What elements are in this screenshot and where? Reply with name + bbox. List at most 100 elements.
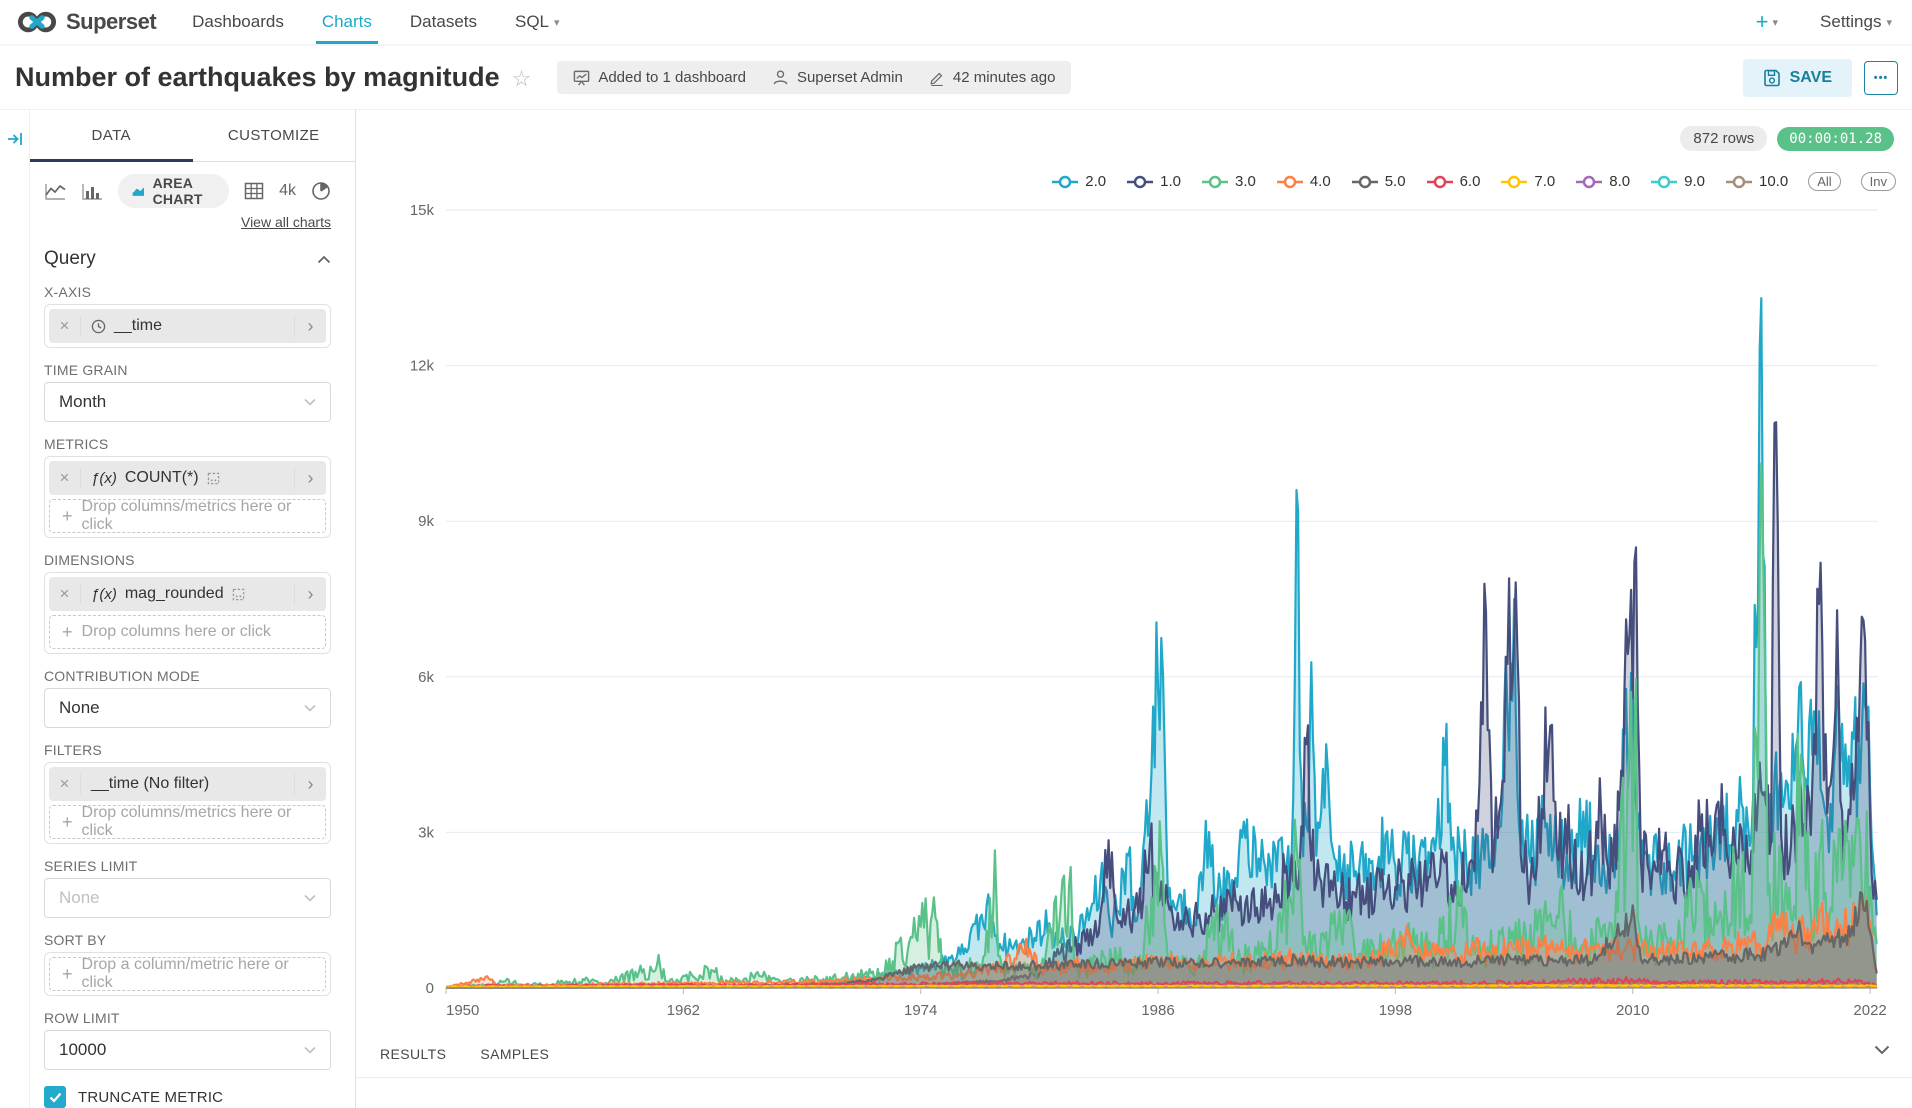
viz-4k-label[interactable]: 4k (279, 182, 296, 199)
filters-dropzone[interactable]: + Drop columns/metrics here or click (49, 804, 326, 839)
chevron-down-icon (304, 704, 316, 712)
table-icon[interactable] (244, 182, 264, 200)
metrics-dropzone[interactable]: + Drop columns/metrics here or click (49, 498, 326, 533)
remove-icon[interactable]: × (49, 584, 81, 604)
control-label: X-AXIS (44, 284, 92, 300)
legend-marker-icon (1276, 175, 1303, 188)
legend-item-6.0[interactable]: 6.0 (1426, 173, 1480, 190)
legend-marker-icon (1052, 175, 1079, 188)
new-item-button[interactable]: + ▾ (1755, 9, 1779, 34)
superset-logo[interactable]: Superset (16, 0, 157, 44)
contribution-mode-select[interactable]: None (44, 688, 331, 728)
superset-infinity-icon (17, 11, 57, 33)
chevron-right-icon[interactable]: › (294, 583, 326, 605)
remove-icon[interactable]: × (49, 316, 81, 336)
tab-results[interactable]: RESULTS (380, 1045, 447, 1062)
control-contribution-mode: CONTRIBUTION MODE None (44, 668, 331, 728)
query-timer-badge: 00:00:01.28 (1777, 126, 1894, 151)
control-panel-tabs: DATA CUSTOMIZE (30, 110, 355, 162)
legend-item-7.0[interactable]: 7.0 (1500, 173, 1555, 190)
selected-viz-area-chart[interactable]: AREA CHART (118, 174, 230, 208)
plus-icon: + (62, 963, 73, 984)
legend-item-3.0[interactable]: 3.0 (1201, 173, 1256, 190)
dimensions-dropzone[interactable]: + Drop columns here or click (49, 615, 326, 649)
favorite-star-icon[interactable]: ☆ (511, 65, 532, 91)
view-all-charts-link[interactable]: View all charts (240, 214, 331, 230)
dimension-pill[interactable]: × ƒ(x) mag_rounded › (49, 577, 326, 611)
truncate-metric-checkbox[interactable] (44, 1086, 66, 1108)
svg-text:3k: 3k (418, 824, 434, 841)
legend-marker-icon (1501, 175, 1528, 188)
nav-charts[interactable]: Charts (315, 0, 378, 44)
chevron-down-icon: ▾ (554, 16, 560, 29)
bar-chart-icon[interactable] (81, 182, 103, 201)
control-row-limit: ROW LIMIT 10000 (44, 1010, 331, 1070)
legend-item-9.0[interactable]: 9.0 (1650, 173, 1705, 190)
chevron-down-icon (304, 894, 316, 902)
tab-data[interactable]: DATA (30, 110, 193, 162)
area-chart-plot[interactable]: 0 3k 6k 9k 12k 15k 1950 1962 1974 1986 1998 2010 202… (356, 170, 1912, 1030)
chevron-down-icon (304, 398, 316, 406)
legend-item-8.0[interactable]: 8.0 (1575, 173, 1630, 190)
function-icon: ƒ(x) (91, 469, 117, 487)
line-chart-icon[interactable] (44, 182, 66, 201)
svg-text:1962: 1962 (667, 1002, 700, 1019)
adhoc-metric-icon (207, 472, 219, 484)
metric-pill[interactable]: × ƒ(x) COUNT(*) › (49, 461, 326, 495)
more-actions-button[interactable]: ••• (1864, 60, 1898, 95)
row-limit-select[interactable]: 10000 (44, 1030, 331, 1070)
pencil-icon (930, 72, 943, 86)
series-limit-select[interactable]: None (44, 878, 331, 918)
expand-panel-icon[interactable] (6, 130, 24, 148)
area-chart-icon (132, 187, 144, 196)
remove-icon[interactable]: × (49, 774, 81, 794)
control-label: ROW LIMIT (44, 1010, 120, 1026)
legend-item-1.0[interactable]: 1.0 (1126, 173, 1181, 190)
save-button[interactable]: SAVE (1742, 58, 1852, 97)
legend-item-2.0[interactable]: 2.0 (1051, 173, 1106, 190)
control-label: TIME GRAIN (44, 362, 128, 378)
page-title: Number of earthquakes by magnitude (15, 62, 500, 92)
legend-marker-icon (1726, 175, 1752, 188)
time-grain-select[interactable]: Month (44, 382, 331, 422)
filter-pill[interactable]: × __time (No filter) › (49, 767, 326, 801)
last-modified-badge[interactable]: 42 minutes ago (929, 69, 1055, 86)
pie-chart-icon[interactable] (311, 181, 331, 201)
adhoc-column-icon (232, 588, 244, 600)
legend-toggle-inv[interactable]: Inv (1860, 172, 1896, 191)
chevron-right-icon[interactable]: › (294, 467, 326, 489)
nav-datasets[interactable]: Datasets (409, 12, 477, 31)
truncate-metric-label: TRUNCATE METRIC (78, 1088, 224, 1106)
control-label: SERIES LIMIT (44, 858, 138, 874)
sort-by-dropzone[interactable]: + Drop a column/metric here or click (49, 956, 326, 991)
chevron-right-icon[interactable]: › (294, 773, 326, 795)
nav-dashboards[interactable]: Dashboards (192, 12, 284, 31)
legend-item-10.0[interactable]: 10.0 (1725, 173, 1788, 190)
legend-marker-icon (1576, 175, 1603, 188)
chevron-right-icon[interactable]: › (294, 315, 326, 337)
xaxis-field-pill[interactable]: × __time › (49, 309, 326, 343)
dashboards-added-badge[interactable]: Added to 1 dashboard (573, 69, 746, 86)
settings-menu[interactable]: Settings ▾ (1820, 12, 1892, 31)
collapse-results-icon[interactable] (1874, 1042, 1890, 1060)
legend-marker-icon (1351, 175, 1378, 188)
control-series-limit: SERIES LIMIT None (44, 858, 331, 918)
svg-text:1998: 1998 (1379, 1002, 1412, 1019)
svg-text:12k: 12k (410, 358, 435, 375)
ellipsis-icon: ••• (1873, 71, 1889, 84)
control-filters: FILTERS × __time (No filter) › + Drop co… (44, 742, 331, 844)
brand-name: Superset (66, 9, 157, 34)
tab-samples[interactable]: SAMPLES (480, 1045, 550, 1062)
svg-text:2022: 2022 (1853, 1002, 1886, 1019)
chevron-down-icon (304, 1046, 316, 1054)
legend-toggle-all[interactable]: All (1808, 172, 1841, 191)
legend-item-5.0[interactable]: 5.0 (1351, 173, 1406, 190)
tab-customize[interactable]: CUSTOMIZE (227, 127, 320, 144)
svg-text:1986: 1986 (1141, 1002, 1174, 1019)
remove-icon[interactable]: × (49, 468, 81, 488)
control-time-grain: TIME GRAIN Month (44, 362, 331, 422)
legend-item-4.0[interactable]: 4.0 (1276, 173, 1331, 190)
nav-sql[interactable]: SQL ▾ (515, 12, 560, 31)
query-section-header[interactable]: Query (44, 248, 331, 270)
owner-badge[interactable]: Superset Admin (772, 69, 903, 86)
